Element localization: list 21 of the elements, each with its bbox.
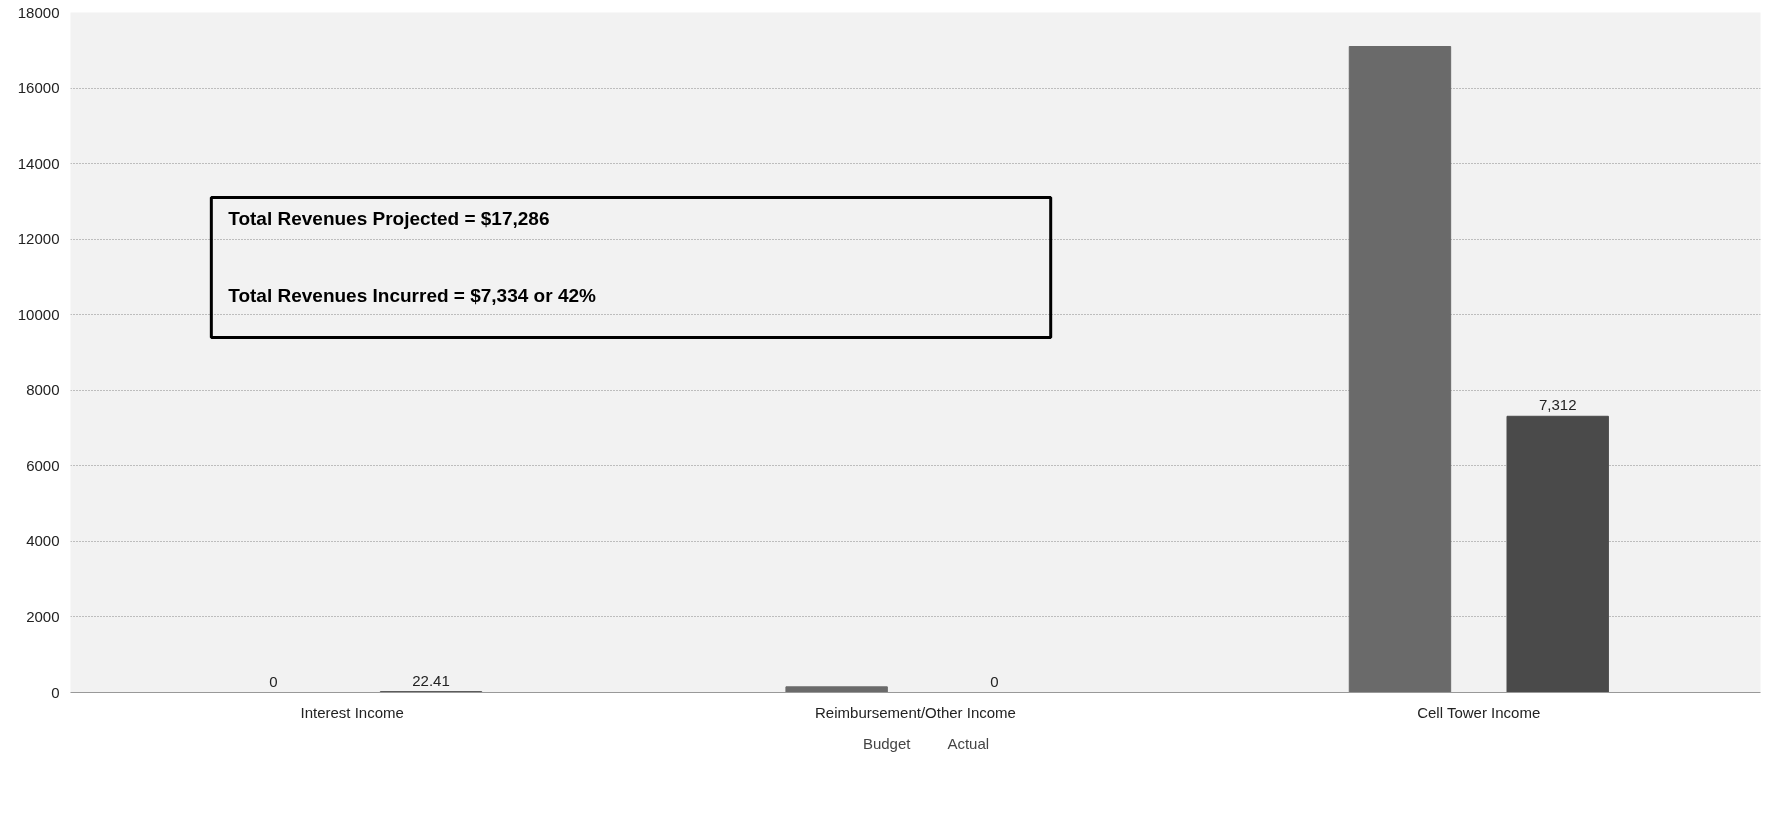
y-tick-label: 4000 (26, 532, 60, 550)
y-tick-label: 12000 (17, 230, 60, 248)
annotation: Total Revenues Incurred = $7,334 or 42% (228, 285, 597, 307)
text: Budget (862, 734, 911, 752)
y-tick-label: 18000 (17, 3, 60, 21)
x-tick-label: Interest Income (300, 703, 404, 721)
y-tick-label: 14000 (17, 154, 60, 172)
x-tick-label: Cell Tower Income (1417, 703, 1541, 721)
annotation: Total Revenues Projected = $17,286 (228, 207, 550, 229)
x-tick-label: Reimbursement/Other Income (815, 703, 1016, 721)
data-label: 0 (269, 672, 278, 690)
y-tick-label: 10000 (17, 305, 60, 323)
y-tick-label: 16000 (17, 79, 60, 97)
data-label: 22.41 (412, 671, 450, 689)
y-tick-label: 6000 (26, 456, 60, 474)
data-label: 0 (990, 672, 999, 690)
y-tick-label: 8000 (26, 381, 60, 399)
text: Actual (947, 734, 990, 752)
data-label: 7,312 (1538, 396, 1577, 414)
y-tick-label: 0 (51, 683, 60, 701)
y-tick-label: 2000 (26, 607, 60, 625)
